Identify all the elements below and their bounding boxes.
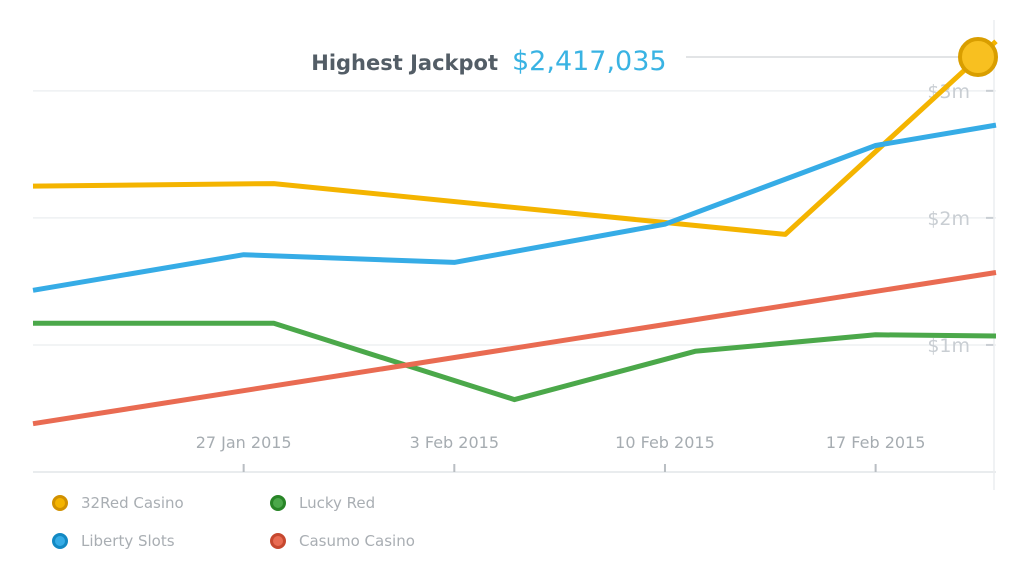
highlight-value: $2,417,035 — [512, 46, 667, 77]
series-line-1[interactable] — [32, 122, 997, 293]
legend-item-2[interactable]: Lucky Red — [270, 488, 375, 518]
legend-label: Casumo Casino — [299, 532, 415, 550]
y-tick-label-0: $1m — [927, 335, 970, 357]
legend-label: Liberty Slots — [81, 532, 175, 550]
legend-item-1[interactable]: Liberty Slots — [52, 526, 175, 556]
legend-label: Lucky Red — [299, 494, 376, 512]
legend-swatch-icon — [270, 495, 286, 511]
series-line-0[interactable] — [32, 39, 998, 237]
legend-item-0[interactable]: 32Red Casino — [52, 488, 184, 518]
legend-swatch-icon — [52, 533, 68, 549]
legend-item-3[interactable]: Casumo Casino — [270, 526, 415, 556]
legend: 32Red Casino Lucky Red Liberty Slots Casumo… — [52, 488, 472, 568]
highlight-annotation: Highest Jackpot $2,417,035 — [311, 37, 998, 77]
legend-swatch-icon — [270, 533, 286, 549]
highlight-label: Highest Jackpot — [311, 51, 498, 75]
series-line-3[interactable] — [32, 270, 997, 427]
series-lines — [32, 39, 998, 427]
x-tick-label-0: 27 Jan 2015 — [196, 433, 292, 452]
legend-swatch-icon — [52, 495, 68, 511]
grid-lines — [33, 90, 996, 346]
x-tick-label-2: 10 Feb 2015 — [615, 433, 715, 452]
series-line-2[interactable] — [33, 320, 997, 403]
highlight-marker[interactable] — [958, 37, 998, 77]
x-tick-label-1: 3 Feb 2015 — [410, 433, 499, 452]
y-tick-label-1: $2m — [927, 208, 970, 230]
legend-label: 32Red Casino — [81, 494, 184, 512]
x-tick-label-3: 17 Feb 2015 — [826, 433, 926, 452]
